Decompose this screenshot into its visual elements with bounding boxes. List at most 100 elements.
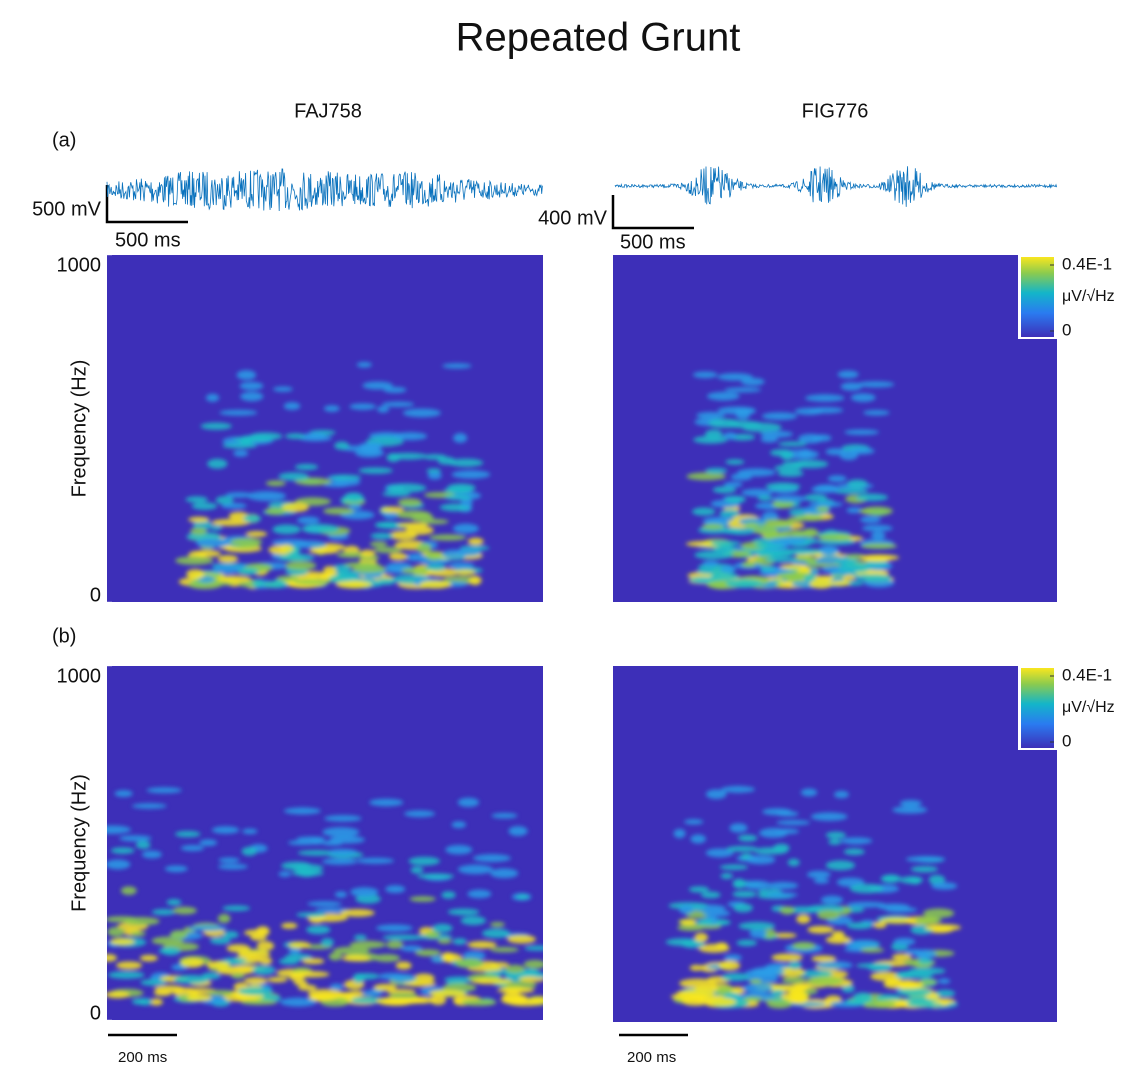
- energy-blob: [816, 961, 853, 970]
- energy-blob: [856, 381, 895, 388]
- energy-blob: [110, 847, 135, 854]
- energy-blob: [265, 480, 286, 487]
- energy-blob: [322, 827, 360, 838]
- energy-blob: [820, 895, 844, 905]
- energy-blob: [798, 448, 813, 459]
- energy-blob: [802, 574, 816, 581]
- energy-blob: [690, 834, 707, 844]
- energy-blob: [237, 567, 259, 575]
- spectrogram: 0 1000 Frequency (Hz): [57, 665, 543, 1024]
- energy-blob: [303, 432, 326, 440]
- energy-blob: [131, 803, 167, 809]
- energy-blob: [806, 904, 845, 913]
- energy-blob: [280, 997, 317, 1007]
- energy-blob: [812, 434, 832, 442]
- energy-blob: [328, 848, 358, 856]
- energy-blob: [107, 916, 139, 923]
- energy-blob: [352, 564, 386, 574]
- energy-blob: [380, 506, 404, 513]
- energy-blob: [369, 798, 404, 807]
- energy-blob: [818, 546, 839, 556]
- energy-blob: [437, 456, 456, 465]
- energy-blob: [766, 881, 799, 890]
- energy-blob: [135, 840, 151, 850]
- energy-blob: [736, 939, 758, 947]
- energy-blob: [225, 492, 253, 498]
- energy-blob: [720, 527, 742, 534]
- energy-blob: [247, 491, 287, 501]
- energy-blob: [706, 391, 740, 401]
- energy-blob: [692, 371, 718, 379]
- energy-blob: [241, 846, 258, 856]
- energy-blob: [825, 448, 847, 456]
- energy-blob: [507, 934, 536, 944]
- energy-blob: [816, 506, 830, 512]
- energy-blob: [138, 997, 153, 1006]
- energy-blob: [301, 958, 325, 965]
- energy-blob: [846, 479, 868, 489]
- energy-blob: [222, 957, 247, 963]
- energy-blob: [322, 858, 358, 865]
- energy-blob: [409, 896, 436, 902]
- energy-blob: [816, 538, 856, 546]
- energy-blob: [107, 926, 125, 937]
- energy-blob: [276, 575, 299, 582]
- energy-blob: [849, 883, 884, 894]
- energy-blob: [505, 964, 526, 974]
- energy-blob: [791, 556, 816, 562]
- energy-blob: [250, 934, 267, 941]
- energy-blob: [414, 949, 441, 957]
- energy-blob: [877, 903, 910, 911]
- energy-blob: [373, 983, 397, 991]
- energy-blob: [285, 561, 317, 571]
- energy-blob: [210, 525, 223, 531]
- energy-blob: [771, 495, 807, 503]
- energy-blob: [766, 999, 792, 1009]
- energy-blob: [460, 916, 487, 926]
- energy-blob: [868, 963, 892, 972]
- energy-blob: [416, 543, 432, 553]
- energy-blob: [383, 511, 398, 520]
- energy-blob: [518, 976, 543, 983]
- energy-blob: [524, 945, 543, 951]
- energy-blob: [891, 953, 912, 961]
- energy-blob: [489, 946, 520, 953]
- energy-blob: [197, 575, 216, 583]
- energy-blob: [170, 930, 188, 939]
- energy-blob: [237, 950, 271, 959]
- energy-blob: [768, 537, 807, 545]
- energy-blob: [834, 790, 849, 799]
- energy-blob: [843, 848, 865, 856]
- energy-blob: [329, 983, 344, 991]
- energy-blob: [320, 937, 334, 947]
- energy-blob: [938, 978, 951, 984]
- energy-blob: [404, 553, 430, 562]
- energy-blob: [362, 381, 393, 390]
- energy-blob: [775, 828, 800, 834]
- energy-blob: [825, 860, 856, 871]
- energy-blob: [472, 854, 511, 863]
- energy-blob: [760, 430, 793, 438]
- energy: [175, 361, 491, 590]
- energy-blob: [139, 954, 158, 962]
- energy-blob: [745, 855, 776, 865]
- energy-blob: [726, 845, 758, 852]
- energy-blob: [444, 494, 472, 501]
- energy-blob: [855, 493, 889, 502]
- energy-blob: [694, 985, 719, 992]
- energy-blob: [489, 921, 505, 928]
- energy-blob: [281, 502, 309, 513]
- energy-blob: [373, 954, 401, 962]
- energy-blob: [249, 432, 283, 441]
- energy-blob: [120, 886, 137, 896]
- energy-blob: [259, 957, 273, 965]
- waveform: [614, 166, 1058, 207]
- energy-blob: [741, 561, 756, 568]
- energy-blob: [185, 496, 208, 503]
- energy-blob: [190, 527, 207, 535]
- energy-blob: [724, 387, 762, 393]
- energy-blob: [381, 401, 415, 407]
- energy-blob: [281, 922, 298, 929]
- energy-blob: [400, 945, 423, 952]
- energy-blob: [281, 861, 312, 870]
